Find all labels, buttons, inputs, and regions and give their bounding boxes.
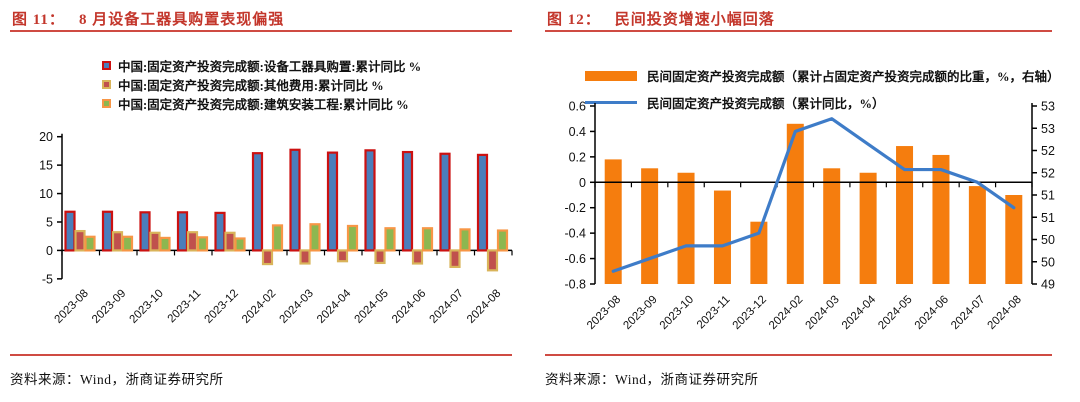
svg-text:2023-08: 2023-08 <box>53 287 91 325</box>
svg-text:2024-08: 2024-08 <box>465 287 503 325</box>
source-rule <box>10 354 512 356</box>
source-rule <box>545 354 1052 356</box>
legend-label: 中国:固定资产投资完成额:设备工器具购置:累计同比 % <box>118 60 422 74</box>
figure-12-panel: 图 12： 民间投资增速小幅回落 民间固定资产投资完成额（累计占固定资产投资完成额… <box>545 0 1075 402</box>
svg-text:20: 20 <box>39 130 53 144</box>
svg-text:-5: -5 <box>42 272 53 286</box>
svg-text:51: 51 <box>1041 211 1055 225</box>
figure-12-label: 图 12： <box>547 12 601 28</box>
svg-text:2024-02: 2024-02 <box>767 294 805 332</box>
svg-text:-0.4: -0.4 <box>564 227 586 241</box>
figure-11-legend: 中国:固定资产投资完成额:设备工器具购置:累计同比 % 中国:固定资产投资完成额:… <box>102 56 421 113</box>
svg-text:2023-12: 2023-12 <box>203 287 241 325</box>
legend-item: 中国:固定资产投资完成额:其他费用:累计同比 % <box>102 75 421 94</box>
figure-11-source: 资料来源：Wind，浙商证券研究所 <box>10 354 530 388</box>
svg-text:2023-12: 2023-12 <box>731 294 769 332</box>
figure-11-title-text: 8 月设备工器具购置表现偏强 <box>78 12 285 28</box>
legend-label: 民间固定资产投资完成额（累计占固定资产投资完成额的比重，%，右轴） <box>647 70 1060 84</box>
svg-text:49: 49 <box>1041 278 1055 292</box>
svg-text:0.2: 0.2 <box>569 150 586 164</box>
svg-text:2023-09: 2023-09 <box>621 294 659 332</box>
legend-line-swatch-icon <box>585 100 637 105</box>
svg-text:2023-08: 2023-08 <box>585 294 623 332</box>
legend-item: 民间固定资产投资完成额（累计同比，%） <box>585 89 1060 116</box>
svg-text:-0.2: -0.2 <box>564 201 586 215</box>
svg-text:2024-02: 2024-02 <box>240 287 278 325</box>
legend-item: 中国:固定资产投资完成额:设备工器具购置:累计同比 % <box>102 56 421 75</box>
svg-text:51: 51 <box>1041 189 1055 203</box>
figure-11-panel: 图 11： 8 月设备工器具购置表现偏强 中国:固定资产投资完成额:设备工器具购置… <box>10 0 530 402</box>
title-rule <box>545 30 1052 32</box>
svg-text:50: 50 <box>1041 233 1055 247</box>
figure-12-source: 资料来源：Wind，浙商证券研究所 <box>545 354 1075 388</box>
svg-text:-0.8: -0.8 <box>564 277 586 291</box>
svg-text:-0.6: -0.6 <box>564 252 586 266</box>
svg-text:2024-05: 2024-05 <box>353 287 391 325</box>
svg-text:2024-07: 2024-07 <box>949 294 987 332</box>
svg-text:2023-11: 2023-11 <box>695 294 733 332</box>
legend-swatch-icon <box>102 99 111 108</box>
svg-text:2024-05: 2024-05 <box>876 294 914 332</box>
source-text: 资料来源：Wind，浙商证券研究所 <box>10 372 224 387</box>
svg-text:52: 52 <box>1041 144 1055 158</box>
svg-text:2023-10: 2023-10 <box>128 287 166 325</box>
legend-swatch-icon <box>102 61 111 70</box>
svg-text:50: 50 <box>1041 255 1055 269</box>
legend-label: 中国:固定资产投资完成额:建筑安装工程:累计同比 % <box>118 98 409 112</box>
svg-text:2024-03: 2024-03 <box>278 287 316 325</box>
svg-text:0.6: 0.6 <box>569 100 586 114</box>
legend-swatch-icon <box>102 80 111 89</box>
legend-bar-swatch-icon <box>585 70 637 81</box>
source-text: 资料来源：Wind，浙商证券研究所 <box>545 372 759 387</box>
private-investment-combo-chart: 0.6 0.4 0.2 0 -0.2 -0.4 -0.6 -0.8 53 53 52 52 51 51 50… <box>564 100 1055 332</box>
figure-12-title: 图 12： 民间投资增速小幅回落 <box>547 8 775 29</box>
figure-12-legend: 民间固定资产投资完成额（累计占固定资产投资完成额的比重，%，右轴） 民间固定资产投… <box>585 62 1060 116</box>
svg-text:52: 52 <box>1041 166 1055 180</box>
svg-text:0: 0 <box>46 244 53 258</box>
svg-text:53: 53 <box>1041 100 1055 114</box>
svg-text:0: 0 <box>579 176 586 190</box>
svg-text:2024-04: 2024-04 <box>840 293 879 332</box>
figure-11-label: 图 11： <box>12 12 65 28</box>
svg-text:2024-08: 2024-08 <box>986 294 1024 332</box>
legend-label: 中国:固定资产投资完成额:其他费用:累计同比 % <box>118 79 384 93</box>
svg-text:2023-09: 2023-09 <box>90 287 128 325</box>
svg-text:10: 10 <box>39 187 53 201</box>
legend-item: 民间固定资产投资完成额（累计占固定资产投资完成额的比重，%，右轴） <box>585 62 1060 89</box>
svg-text:2024-06: 2024-06 <box>390 287 428 325</box>
figure-11-title: 图 11： 8 月设备工器具购置表现偏强 <box>12 8 284 29</box>
svg-text:2023-10: 2023-10 <box>658 294 696 332</box>
legend-item: 中国:固定资产投资完成额:建筑安装工程:累计同比 % <box>102 94 421 113</box>
svg-text:5: 5 <box>46 215 53 229</box>
svg-text:2024-07: 2024-07 <box>428 287 466 325</box>
svg-text:2024-04: 2024-04 <box>315 287 354 326</box>
legend-label: 民间固定资产投资完成额（累计同比，%） <box>647 97 885 111</box>
svg-text:53: 53 <box>1041 122 1055 136</box>
title-rule <box>10 30 512 32</box>
svg-text:2023-11: 2023-11 <box>166 287 204 325</box>
svg-text:2024-03: 2024-03 <box>803 294 841 332</box>
svg-text:0.4: 0.4 <box>569 125 586 139</box>
svg-text:2024-06: 2024-06 <box>913 294 951 332</box>
svg-text:15: 15 <box>39 159 53 173</box>
figure-12-title-text: 民间投资增速小幅回落 <box>614 12 775 28</box>
